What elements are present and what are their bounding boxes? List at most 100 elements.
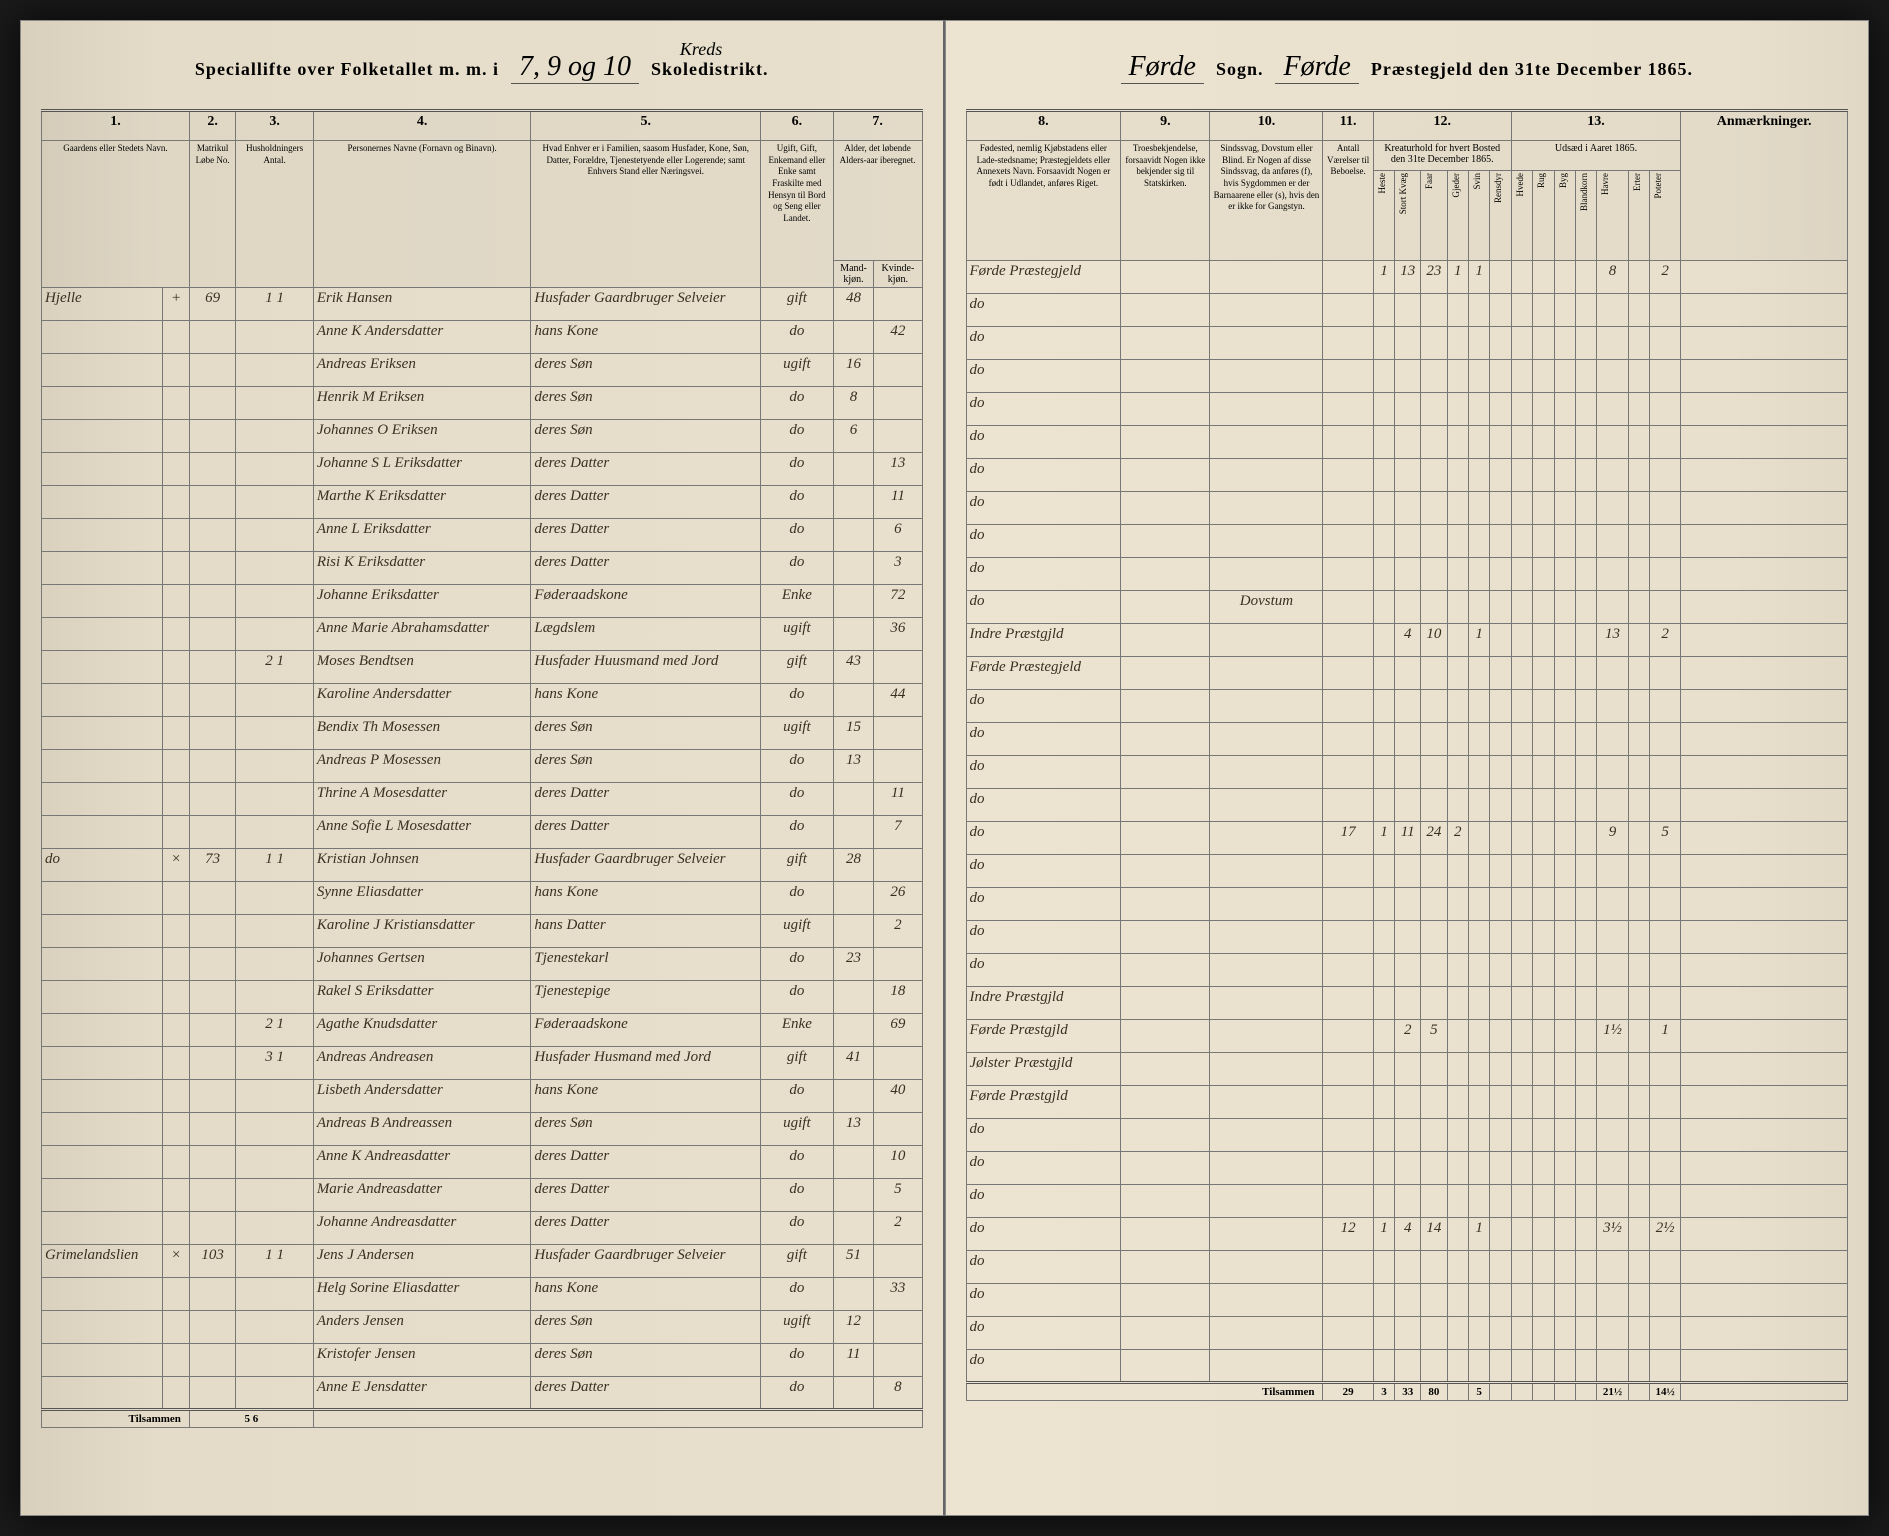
census-table-right: 8. 9. 10. 11. 12. 13. Anmærkninger. Føde…: [966, 109, 1849, 1401]
census-table-left: 1. 2. 3. 4. 5. 6. 7. Gaardens eller Sted…: [41, 109, 923, 1428]
table-row: Johannes GertsenTjenestekarldo23: [42, 948, 923, 981]
subhead-gjeder: Gjeder: [1447, 171, 1468, 261]
table-row: Henrik M Eriksenderes Søndo8: [42, 387, 923, 420]
h-female: Kvinde-kjøn.: [874, 261, 922, 288]
header-label-1: Speciallifte over Folketallet m. m. i: [195, 59, 499, 80]
table-row: do: [966, 921, 1848, 954]
header-label-2: Skoledistrikt.: [651, 59, 769, 79]
table-row: Kristofer Jensenderes Søndo11: [42, 1344, 923, 1377]
left-header: Speciallifte over Folketallet m. m. i 7,…: [41, 51, 923, 84]
h-name: Personernes Navne (Fornavn og Binavn).: [313, 141, 531, 288]
col-8: 8.: [966, 111, 1121, 141]
subhead-rensdyr: Rensdyr: [1490, 171, 1511, 261]
h-rel: Hvad Enhver er i Familien, saasom Husfad…: [531, 141, 761, 288]
table-row: Jølster Præstgjld: [966, 1053, 1848, 1086]
table-row: Anne L Eriksdatterderes Datterdo6: [42, 519, 923, 552]
h-mno: Matrikul Løbe No.: [189, 141, 236, 288]
h-place: Gaardens eller Stedets Navn.: [42, 141, 190, 288]
table-row: do: [966, 1284, 1848, 1317]
table-row: Anne K Andreasdatterderes Datterdo10: [42, 1146, 923, 1179]
sogn-label: Sogn.: [1216, 59, 1264, 80]
table-row: Førde Præstgjld: [966, 1086, 1848, 1119]
table-row: do: [966, 294, 1848, 327]
table-row: Anne Marie AbrahamsdatterLægdslemugift36: [42, 618, 923, 651]
col-10: 10.: [1210, 111, 1323, 141]
h-livestock: Kreaturhold for hvert Bosted den 31te De…: [1373, 141, 1511, 171]
h-ms: Ugift, Gift, Enkemand eller Enke samt Fr…: [761, 141, 834, 288]
col-3: 3.: [236, 111, 313, 141]
table-row: do: [966, 558, 1848, 591]
left-page: Speciallifte over Folketallet m. m. i 7,…: [20, 20, 945, 1516]
table-row: Karoline Andersdatterhans Konedo44: [42, 684, 923, 717]
table-row: Bendix Th Mosessenderes Sønugift15: [42, 717, 923, 750]
col-1: 1.: [42, 111, 190, 141]
table-row: Johanne S L Eriksdatterderes Datterdo13: [42, 453, 923, 486]
h-male: Mand-kjøn.: [833, 261, 874, 288]
table-row: do: [966, 723, 1848, 756]
table-row: Andreas P Mosessenderes Søndo13: [42, 750, 923, 783]
table-row: do: [966, 1152, 1848, 1185]
table-row: do: [966, 327, 1848, 360]
table-row: Thrine A Mosesdatterderes Datterdo11: [42, 783, 923, 816]
table-row: Anne K Andersdatterhans Konedo42: [42, 321, 923, 354]
table-row: Johanne EriksdatterFøderaadskoneEnke72: [42, 585, 923, 618]
table-row: Førde Præstgjld251½1: [966, 1020, 1848, 1053]
subhead-heste: Heste: [1373, 171, 1394, 261]
subhead-hvede: Hvede: [1511, 171, 1532, 261]
table-row: Synne Eliasdatterhans Konedo26: [42, 882, 923, 915]
table-row: 2 1Moses BendtsenHusfader Huusmand med J…: [42, 651, 923, 684]
table-row: 2 1Agathe KnudsdatterFøderaadskoneEnke69: [42, 1014, 923, 1047]
table-row: do: [966, 954, 1848, 987]
kreds-note: Kreds: [661, 39, 741, 60]
subhead-svin: Svin: [1468, 171, 1489, 261]
table-row: Marie Andreasdatterderes Datterdo5: [42, 1179, 923, 1212]
h-rooms: Antall Værelser til Beboelse.: [1323, 141, 1373, 261]
census-ledger: Speciallifte over Folketallet m. m. i 7,…: [20, 20, 1869, 1516]
table-row: do: [966, 789, 1848, 822]
table-row: do: [966, 1317, 1848, 1350]
table-row: Rakel S EriksdatterTjenestepigedo18: [42, 981, 923, 1014]
table-row: do: [966, 492, 1848, 525]
table-row: do: [966, 426, 1848, 459]
subhead-byg: Byg: [1554, 171, 1575, 261]
preste-value: Førde: [1275, 51, 1358, 84]
preste-label: Præstegjeld den 31te December 1865.: [1371, 59, 1693, 80]
table-row: Lisbeth Andersdatterhans Konedo40: [42, 1080, 923, 1113]
table-row: Grimelandslien×1031 1Jens J AndersenHusf…: [42, 1245, 923, 1278]
table-row: Indre Præstgjld: [966, 987, 1848, 1020]
table-row: Anne Sofie L Mosesdatterderes Datterdo7: [42, 816, 923, 849]
subhead-stort kvæg: Stort Kvæg: [1395, 171, 1421, 261]
subhead-havre: Havre: [1597, 171, 1628, 261]
col-2: 2.: [189, 111, 236, 141]
col-9: 9.: [1121, 111, 1210, 141]
table-row: do: [966, 459, 1848, 492]
table-row: Andreas B Andreassenderes Sønugift13: [42, 1113, 923, 1146]
table-row: Anders Jensenderes Sønugift12: [42, 1311, 923, 1344]
table-row: do: [966, 756, 1848, 789]
subhead-blandkorn: Blandkorn: [1575, 171, 1596, 261]
h-remarks: Anmærkninger.: [1681, 111, 1848, 261]
h-birth: Fødested, nemlig Kjøbstadens eller Lade-…: [966, 141, 1121, 261]
table-row: Johanne Andreasdatterderes Datterdo2: [42, 1212, 923, 1245]
subhead-poteter: Poteter: [1649, 171, 1680, 261]
table-row: do: [966, 855, 1848, 888]
sogn-value: Førde: [1121, 51, 1204, 84]
district-value: 7, 9 og 10: [511, 51, 639, 84]
h-hh: Husholdningers Antal.: [236, 141, 313, 288]
table-row: do12141413½2½: [966, 1218, 1848, 1251]
table-row: do: [966, 1350, 1848, 1383]
right-header: Førde Sogn. Førde Præstegjeld den 31te D…: [966, 51, 1849, 84]
table-row: do: [966, 360, 1848, 393]
col-6: 6.: [761, 111, 834, 141]
col-4: 4.: [313, 111, 531, 141]
h-age: Alder, det løbende Alders-aar iberegnet.: [833, 141, 922, 261]
table-row: do: [966, 1119, 1848, 1152]
table-row: Helg Sorine Eliasdatterhans Konedo33: [42, 1278, 923, 1311]
h-cond: Sindssvag, Dovstum eller Blind. Er Nogen…: [1210, 141, 1323, 261]
table-row: Johannes O Eriksenderes Søndo6: [42, 420, 923, 453]
subhead-erter: Erter: [1628, 171, 1649, 261]
table-row: Andreas Eriksenderes Sønugift16: [42, 354, 923, 387]
table-row: Risi K Eriksdatterderes Datterdo3: [42, 552, 923, 585]
table-row: 3 1Andreas AndreasenHusfader Husmand med…: [42, 1047, 923, 1080]
col-11: 11.: [1323, 111, 1373, 141]
